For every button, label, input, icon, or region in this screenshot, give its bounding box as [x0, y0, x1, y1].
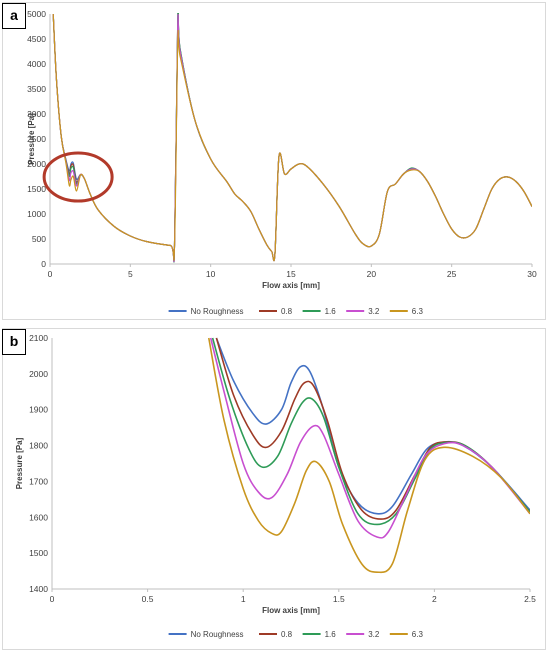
chart-b-series-line-1 [215, 337, 530, 520]
chart-a-y-tick-label: 1500 [27, 184, 46, 194]
chart-b-x-axis-title: Flow axis [mm] [262, 606, 320, 615]
chart-b-y-tick-label: 1900 [29, 405, 48, 415]
chart-b-y-tick-label: 1600 [29, 512, 48, 522]
chart-a-series-line-0 [52, 13, 532, 263]
chart-b-series-group [207, 337, 530, 574]
chart-a-legend-label-4: 6.3 [412, 307, 424, 316]
chart-b-y-tick-label: 1400 [29, 584, 48, 594]
chart-a-legend-label-1: 0.8 [281, 307, 293, 316]
panel-b-frame [2, 328, 546, 650]
chart-a-y-tick-label: 0 [41, 259, 46, 269]
chart-panel-b: 1400 1500 1600 1700 1800 1900 2000 2100 0 0.5 1 1.5… [0, 326, 550, 652]
chart-a-x-tick-label: 0 [48, 269, 53, 279]
chart-b-x-tick-label: 1.5 [333, 594, 345, 604]
chart-b-legend-label-3: 3.2 [368, 630, 380, 639]
chart-a-x-tick-label: 20 [367, 269, 377, 279]
chart-a-y-tick-label: 5000 [27, 9, 46, 19]
panel-b-label: b [2, 329, 26, 355]
chart-a-svg: 0 500 1000 1500 2000 2500 3000 3500 4000 4500 5000… [27, 9, 537, 316]
chart-a-legend-label-3: 3.2 [368, 307, 380, 316]
chart-b-x-tick-label: 1 [241, 594, 246, 604]
chart-a-y-tick-label: 4500 [27, 34, 46, 44]
chart-a-x-axis-title: Flow axis [mm] [262, 281, 320, 290]
chart-a-red-circle-annotation [42, 151, 114, 203]
chart-a-series-line-3 [52, 13, 532, 263]
chart-a-legend-label-0: No Roughness [191, 307, 244, 316]
panel-a-label: a [2, 3, 26, 29]
chart-a-y-axis-title: Pressure [Pa] [27, 113, 36, 165]
chart-b-x-tick-label: 2 [432, 594, 437, 604]
chart-b-series-line-2 [211, 337, 530, 526]
panel-a-frame [2, 2, 546, 320]
chart-b-y-tick-label: 1800 [29, 441, 48, 451]
chart-a-x-tick-label: 10 [206, 269, 216, 279]
chart-a-x-tick-label: 5 [128, 269, 133, 279]
chart-a-series-line-4 [52, 13, 532, 262]
chart-a-y-tick-label: 3000 [27, 109, 46, 119]
chart-b-x-tick-label: 0 [50, 594, 55, 604]
chart-panel-a: 0 500 1000 1500 2000 2500 3000 3500 4000 4500 5000… [0, 0, 550, 322]
chart-a-series-line-1 [52, 13, 532, 263]
chart-a-x-tick-label: 30 [527, 269, 537, 279]
chart-b-y-tick-label: 2000 [29, 369, 48, 379]
chart-a-y-tick-label: 4000 [27, 59, 46, 69]
chart-b-legend-label-4: 6.3 [412, 630, 424, 639]
chart-b-y-axis-title: Pressure [Pa] [15, 437, 24, 489]
chart-a-y-tick-label: 2500 [27, 134, 46, 144]
chart-b-y-tick-label: 2100 [29, 333, 48, 343]
chart-b-legend-label-2: 1.6 [325, 630, 337, 639]
chart-a-series-line-2 [52, 13, 532, 263]
chart-a-y-tick-label: 3500 [27, 84, 46, 94]
chart-b-series-line-4 [207, 337, 530, 574]
chart-b-y-tick-label: 1500 [29, 548, 48, 558]
chart-a-x-tick-label: 25 [447, 269, 457, 279]
chart-b-series-line-0 [215, 337, 530, 515]
chart-a-x-tick-label: 15 [286, 269, 296, 279]
chart-a-legend-label-2: 1.6 [325, 307, 337, 316]
chart-a-y-tick-label: 500 [32, 234, 46, 244]
chart-b-series-line-3 [209, 337, 530, 539]
chart-b-x-tick-label: 2.5 [524, 594, 536, 604]
chart-b-x-tick-label: 0.5 [142, 594, 154, 604]
chart-a-series-group [52, 13, 532, 263]
chart-a-y-tick-label: 1000 [27, 209, 46, 219]
chart-a-y-tick-label: 2000 [27, 159, 46, 169]
chart-b-svg: 1400 1500 1600 1700 1800 1900 2000 2100 0 0.5 1 1.5… [15, 333, 536, 639]
chart-b-legend-label-1: 0.8 [281, 630, 293, 639]
chart-b-y-tick-label: 1700 [29, 476, 48, 486]
chart-b-legend-label-0: No Roughness [191, 630, 244, 639]
